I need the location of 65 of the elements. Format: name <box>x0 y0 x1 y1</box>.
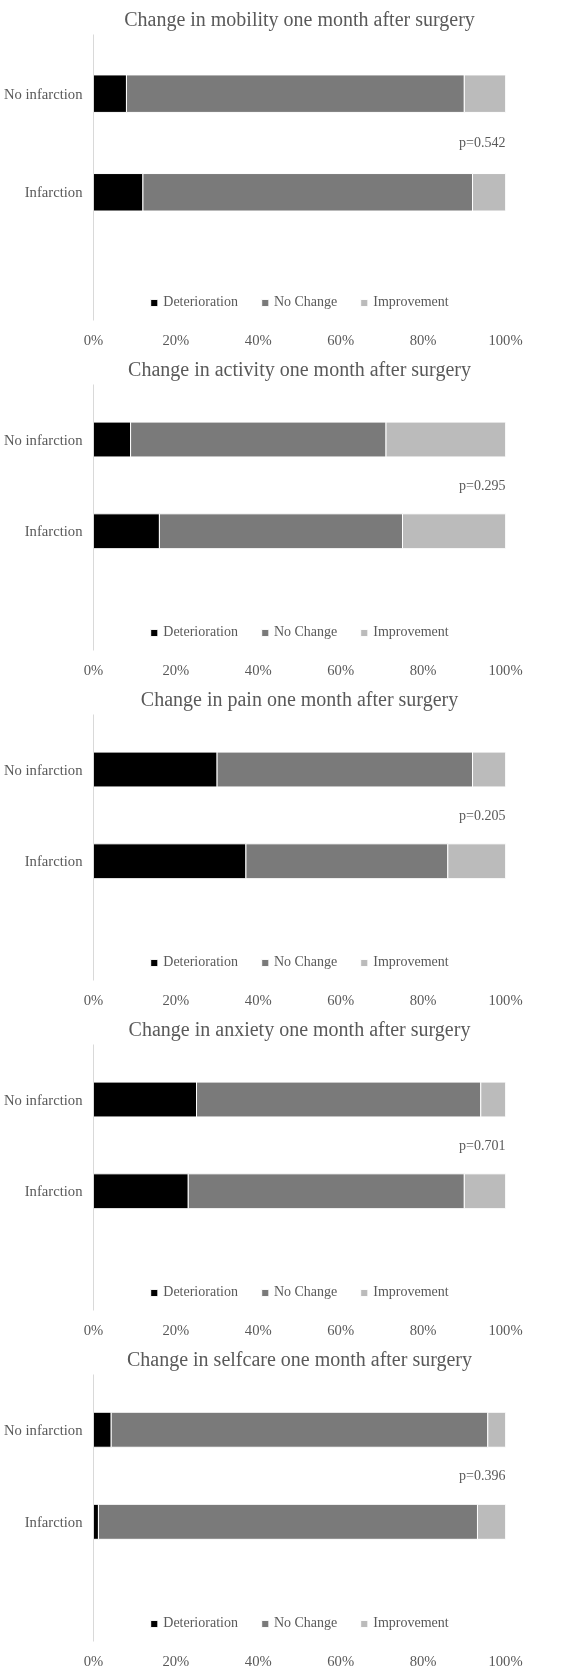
x-tick-label: 20% <box>162 1321 190 1338</box>
legend-label: Deterioration <box>163 1284 238 1300</box>
legend-label: Deterioration <box>163 1615 238 1631</box>
chart-title: Change in anxiety one month after surgery <box>128 1017 471 1041</box>
y-tick-label: Infarction <box>24 523 84 540</box>
y-tick-label: No infarction <box>3 1091 84 1108</box>
chart-title: Change in pain one month after surgery <box>140 687 459 711</box>
chart-title: Change in activity one month after surgery <box>128 357 471 381</box>
x-tick-label: 100% <box>488 991 523 1008</box>
legend-label: Deterioration <box>163 624 238 640</box>
legend-label: No Change <box>273 1615 338 1631</box>
y-tick-label: Infarction <box>24 1183 84 1200</box>
annotation: p=0.542 <box>459 135 506 151</box>
legend-label: Improvement <box>373 624 449 640</box>
x-tick-label: 80% <box>409 331 437 348</box>
legend-label: No Change <box>273 294 338 310</box>
x-tick-label: 100% <box>488 1652 523 1669</box>
x-tick-label: 60% <box>327 1652 355 1669</box>
x-tick-label: 0% <box>83 991 104 1008</box>
y-tick-label: No infarction <box>3 761 84 778</box>
legend-label: Improvement <box>373 1284 449 1300</box>
x-tick-label: 100% <box>488 661 523 678</box>
x-tick-label: 40% <box>244 1652 272 1669</box>
x-tick-label: 0% <box>83 331 104 348</box>
x-tick-label: 100% <box>488 331 523 348</box>
x-tick-label: 40% <box>244 331 272 348</box>
y-tick-label: No infarction <box>3 431 84 448</box>
x-tick-label: 0% <box>83 661 104 678</box>
x-tick-label: 60% <box>327 1321 355 1338</box>
x-tick-label: 40% <box>244 991 272 1008</box>
x-tick-label: 80% <box>409 1652 437 1669</box>
x-tick-label: 0% <box>83 1321 104 1338</box>
chart-title: Change in selfcare one month after surgery <box>126 1347 473 1371</box>
legend-label: Improvement <box>373 1615 449 1631</box>
x-tick-label: 40% <box>244 1321 272 1338</box>
annotation: p=0.295 <box>459 477 506 493</box>
legend-label: No Change <box>273 1284 338 1300</box>
x-tick-label: 0% <box>83 1652 104 1669</box>
y-tick-label: No infarction <box>3 1421 84 1438</box>
x-tick-label: 20% <box>162 1652 190 1669</box>
x-tick-label: 20% <box>162 991 190 1008</box>
y-tick-label: No infarction <box>3 85 84 102</box>
x-tick-label: 100% <box>488 1321 523 1338</box>
annotation: p=0.205 <box>459 807 506 823</box>
legend-label: Improvement <box>373 954 449 970</box>
y-tick-label: Infarction <box>24 184 84 201</box>
x-tick-label: 80% <box>409 661 437 678</box>
x-tick-label: 20% <box>162 331 190 348</box>
legend-label: No Change <box>273 954 338 970</box>
legend-label: No Change <box>273 624 338 640</box>
x-tick-label: 60% <box>327 991 355 1008</box>
legend-label: Deterioration <box>163 294 238 310</box>
x-tick-label: 20% <box>162 661 190 678</box>
legend-label: Improvement <box>373 294 449 310</box>
chart-title: Change in mobility one month after surgery <box>124 7 475 31</box>
x-tick-label: 60% <box>327 661 355 678</box>
x-tick-label: 80% <box>409 991 437 1008</box>
annotation: p=0.396 <box>459 1468 506 1484</box>
y-tick-label: Infarction <box>24 1513 84 1530</box>
annotation: p=0.701 <box>459 1137 506 1153</box>
y-tick-label: Infarction <box>24 853 84 870</box>
x-tick-label: 80% <box>409 1321 437 1338</box>
x-tick-label: 60% <box>327 331 355 348</box>
legend-label: Deterioration <box>163 954 238 970</box>
x-tick-label: 40% <box>244 661 272 678</box>
